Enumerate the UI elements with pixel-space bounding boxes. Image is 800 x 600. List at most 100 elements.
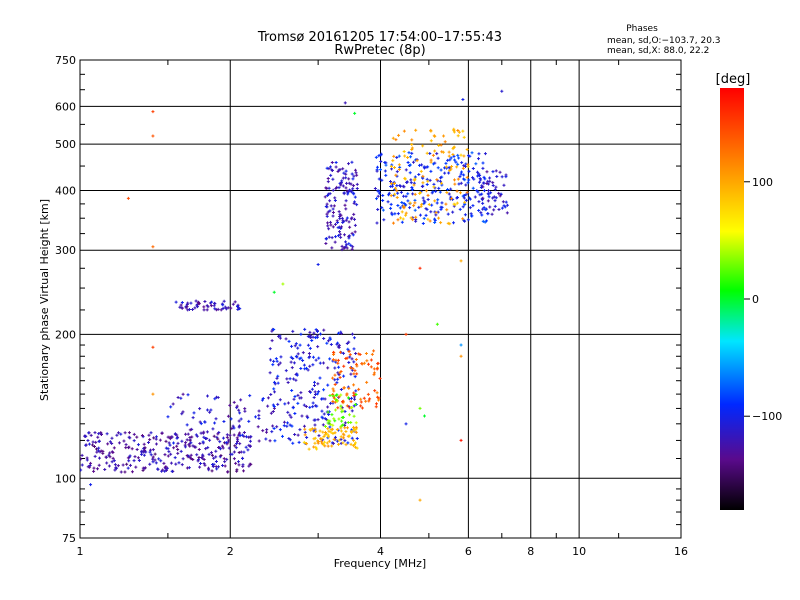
data-point [213, 397, 217, 401]
data-point [337, 438, 341, 442]
data-point [185, 466, 189, 470]
data-point [166, 447, 170, 451]
data-point [110, 436, 114, 440]
data-point [357, 387, 361, 391]
data-point [159, 459, 163, 463]
data-point [218, 447, 222, 451]
data-point [142, 453, 146, 457]
x-tick-label: 8 [527, 545, 534, 558]
data-point [137, 459, 141, 463]
data-point [275, 425, 279, 429]
data-point [437, 186, 441, 190]
data-point [443, 171, 447, 175]
data-point [428, 219, 432, 223]
data-point [205, 436, 209, 440]
data-point [373, 187, 377, 191]
data-point [125, 462, 129, 466]
data-point [163, 465, 167, 469]
data-point [352, 394, 356, 398]
data-point [132, 432, 136, 436]
data-point [326, 383, 330, 387]
data-point [232, 426, 236, 430]
data-point [239, 417, 243, 421]
data-point [412, 183, 416, 187]
data-point [333, 400, 337, 404]
data-point [331, 207, 335, 211]
data-point [188, 456, 192, 460]
data-point [108, 451, 112, 455]
data-point [396, 191, 400, 195]
data-point [298, 428, 302, 432]
data-point [352, 391, 356, 395]
data-point [343, 203, 347, 207]
data-point [445, 208, 449, 212]
data-point [340, 416, 344, 420]
data-point [308, 428, 312, 432]
data-point [276, 381, 280, 385]
data-point [210, 462, 214, 466]
data-point [219, 453, 223, 457]
data-point [140, 434, 144, 438]
data-point [339, 407, 343, 411]
data-point [477, 174, 481, 178]
data-point [199, 462, 203, 466]
data-point [183, 445, 187, 449]
data-point [486, 211, 490, 215]
data-point [342, 351, 346, 355]
data-point [197, 456, 201, 459]
data-point [487, 195, 491, 199]
data-point [205, 408, 209, 412]
data-point [406, 199, 410, 203]
data-point [289, 415, 293, 419]
data-point [377, 154, 381, 158]
data-point [375, 197, 379, 201]
x-axis-label: Frequency [MHz] [334, 557, 426, 570]
data-point [422, 165, 426, 169]
data-point [172, 441, 176, 445]
data-point [317, 434, 321, 438]
data-point [230, 452, 234, 456]
data-point [305, 436, 309, 440]
data-point [349, 182, 353, 186]
data-point [169, 452, 173, 456]
data-point [392, 154, 396, 158]
data-point [170, 469, 174, 473]
data-point [269, 411, 273, 415]
data-point [422, 202, 426, 206]
data-point [477, 209, 481, 213]
data-point [241, 464, 245, 468]
data-point [461, 217, 465, 221]
data-point [329, 430, 333, 434]
data-point [328, 357, 332, 361]
data-point [278, 361, 282, 365]
data-point [96, 449, 100, 453]
data-point [281, 282, 285, 286]
data-point [446, 212, 450, 216]
data-point [344, 430, 348, 434]
data-point [410, 186, 414, 190]
data-point [288, 438, 292, 442]
data-point [214, 417, 218, 421]
data-point [384, 163, 388, 167]
data-point [406, 192, 410, 196]
data-point [411, 192, 415, 196]
data-point [448, 158, 452, 162]
data-point [151, 460, 155, 464]
data-point [266, 396, 270, 400]
data-point [206, 446, 210, 450]
data-point [228, 403, 232, 407]
data-point [298, 343, 302, 347]
data-point [463, 213, 467, 217]
data-point [491, 183, 495, 187]
data-point [311, 401, 315, 405]
data-point [339, 437, 343, 441]
data-point [452, 178, 456, 182]
data-point [331, 225, 335, 229]
data-point [313, 436, 317, 440]
data-point [420, 163, 424, 167]
data-point [424, 207, 428, 211]
data-point [333, 196, 337, 200]
data-point [461, 129, 465, 133]
data-point [366, 392, 370, 396]
data-point [458, 207, 462, 211]
